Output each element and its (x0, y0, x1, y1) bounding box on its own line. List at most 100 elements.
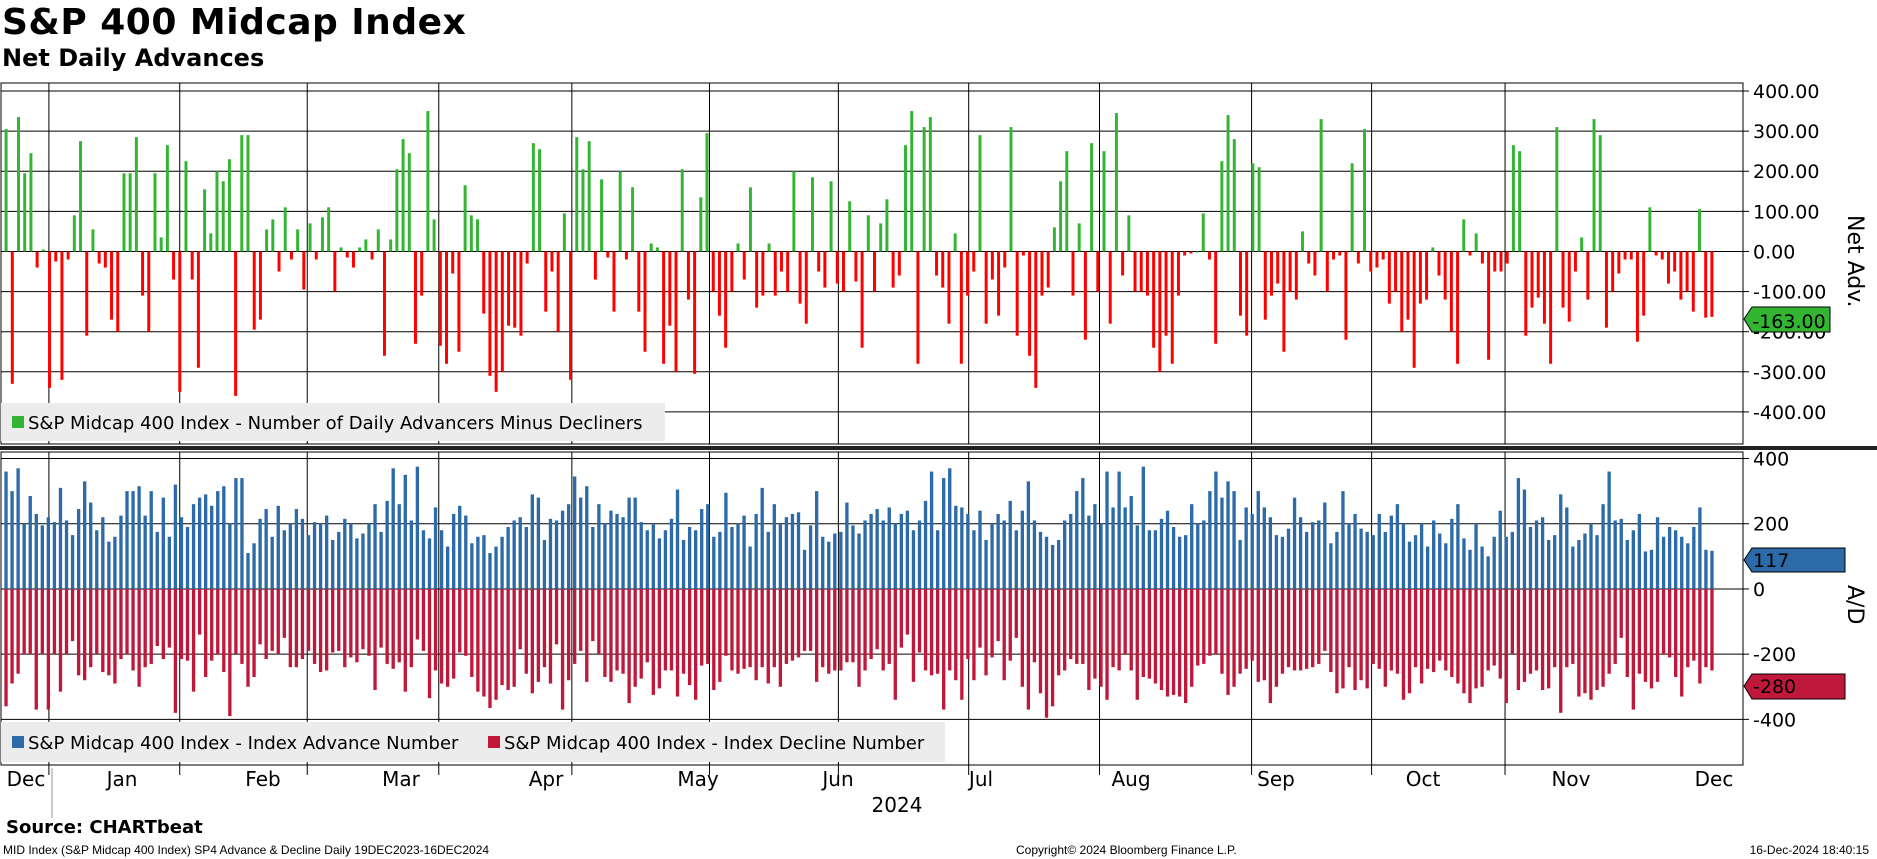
net-advance-bar (1456, 251, 1460, 364)
advance-bar (476, 536, 480, 589)
net-advance-bar (507, 251, 511, 326)
decline-bar (52, 588, 57, 655)
decline-bar (1686, 588, 1690, 668)
decline-bar (240, 588, 244, 664)
net-advance-bar (91, 229, 95, 252)
decline-bar (1056, 588, 1061, 676)
advance-bar (1486, 556, 1490, 589)
advance-bar (772, 504, 776, 589)
decline-bar (1335, 588, 1339, 694)
advance-decline-frame (0, 451, 1744, 766)
decline-bar (1528, 588, 1533, 674)
advance-bar (1081, 478, 1085, 589)
decline-bar (548, 588, 553, 684)
advance-bar (645, 530, 649, 589)
decline-bar (4, 588, 8, 707)
decline-bar (784, 588, 789, 664)
y-tick-label: 100.00 (1753, 201, 1819, 223)
advance-bar (1516, 478, 1521, 589)
decline-bar (1099, 588, 1103, 687)
footer-ticker-info: MID Index (S&P Midcap 400 Index) SP4 Adv… (3, 843, 490, 857)
advance-bar (1304, 531, 1309, 589)
net-advance-bar (724, 251, 728, 348)
advance-bar (1050, 544, 1055, 589)
net-advance-bar (438, 251, 442, 346)
advance-bar (875, 509, 879, 589)
decline-bar (1081, 588, 1085, 664)
net-advance-bar (531, 143, 535, 252)
decline-bar (923, 588, 928, 671)
advance-bar (421, 530, 426, 589)
advance-bar (1171, 526, 1176, 589)
net-advance-bar (1071, 251, 1075, 296)
decline-bar (530, 588, 534, 694)
advance-bar (1686, 543, 1690, 589)
net-advance-bar (382, 251, 386, 356)
advance-bar (1232, 491, 1236, 589)
net-advance-bar (35, 251, 39, 268)
net-advance-bar (680, 169, 684, 252)
net-advance-bar (17, 117, 20, 252)
decline-bar (1462, 588, 1466, 694)
advance-bar (1534, 520, 1539, 589)
advance-bar (83, 481, 87, 589)
net-advance-bar (699, 197, 703, 252)
decline-bar (573, 588, 577, 664)
decline-bar (397, 588, 401, 663)
decline-bar (681, 588, 686, 674)
net-advance-bar (705, 133, 709, 252)
advance-bar (379, 531, 383, 589)
decline-bar (470, 588, 474, 677)
advance-bar (657, 538, 662, 589)
net-advance-bar (252, 251, 256, 330)
advance-bar (76, 509, 81, 589)
decline-bar (760, 588, 764, 668)
net-advance-bar (1121, 251, 1125, 276)
decline-bar (89, 588, 93, 668)
decline-bar (603, 588, 607, 677)
decline-bar (851, 588, 855, 663)
net-advance-bar (66, 251, 70, 260)
decline-bar (984, 588, 988, 676)
decline-bar (1432, 588, 1436, 673)
advance-bar (1595, 535, 1599, 589)
advance-bar (179, 517, 184, 589)
advance-bar (1462, 538, 1466, 589)
decline-bar (566, 588, 571, 681)
advance-bar (1226, 481, 1230, 589)
net-advance-bar (1617, 251, 1621, 274)
decline-bar (1413, 588, 1418, 668)
net-advance-bar (482, 251, 486, 314)
advance-bar (494, 546, 498, 589)
net-advance-bar (327, 207, 331, 252)
net-advance-bar (196, 251, 200, 368)
net-advance-bar (525, 251, 529, 264)
net-advance-bar (693, 251, 697, 374)
net-advance-bar (997, 251, 1001, 316)
advance-decline-legend: S&P Midcap 400 Index - Index Advance Num… (1, 722, 945, 762)
decline-bar (1698, 588, 1702, 684)
net-advance-bar (860, 251, 864, 348)
advance-bar (1347, 523, 1351, 589)
advance-bar (1020, 510, 1024, 589)
decline-bar (651, 588, 655, 695)
advance-bar (917, 520, 922, 589)
net-advances-frame (0, 82, 1744, 445)
advance-bar (506, 526, 510, 589)
decline-bar (46, 588, 51, 710)
advance-bar (966, 513, 970, 589)
advance-decline-bars (4, 466, 1714, 718)
advance-bar (1395, 504, 1400, 589)
net-advances-panel: 400.00300.00200.00100.000.00-100.00-200.… (0, 81, 1867, 445)
advance-bar (1129, 496, 1133, 589)
decline-bar (948, 588, 952, 671)
advance-bar (1607, 471, 1611, 589)
advance-bar (197, 497, 202, 589)
decline-bar (312, 588, 317, 664)
advance-bar (58, 487, 63, 589)
net-advance-bar (1059, 181, 1063, 252)
decline-bar (1111, 588, 1115, 668)
net-advance-bar (606, 251, 610, 258)
net-advance-bar (289, 251, 293, 260)
net-advance-bar (1418, 251, 1422, 304)
